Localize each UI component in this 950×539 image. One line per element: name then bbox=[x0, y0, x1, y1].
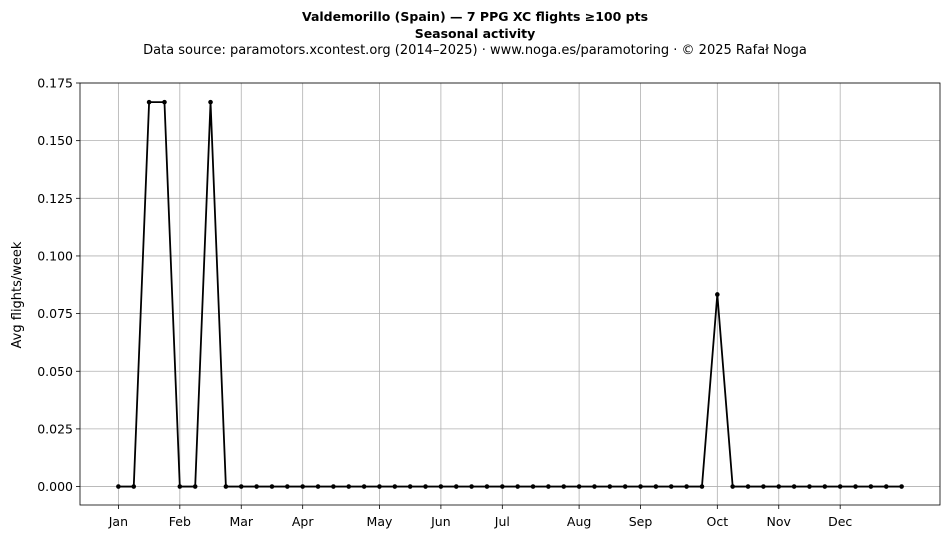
data-point bbox=[868, 484, 874, 489]
data-point bbox=[146, 99, 152, 105]
data-point bbox=[208, 99, 213, 105]
data-point bbox=[223, 484, 229, 489]
data-point bbox=[791, 484, 797, 489]
data-point bbox=[761, 484, 766, 489]
data-point bbox=[715, 292, 720, 297]
data-point bbox=[131, 484, 137, 489]
data-point bbox=[407, 484, 413, 489]
data-point bbox=[377, 484, 382, 489]
axes: 0.000 0.025 0.050 0.075 0.100 0.125 0.150 0.175… bbox=[37, 76, 941, 529]
axes-frame bbox=[79, 82, 941, 506]
data-point bbox=[254, 484, 259, 489]
data-point bbox=[392, 484, 398, 489]
data-point bbox=[638, 484, 643, 489]
chart-title: Valdemorillo (Spain) — 7 PPG XC flights … bbox=[301, 9, 649, 24]
data-point bbox=[853, 484, 858, 489]
data-point bbox=[668, 484, 674, 489]
x-tick-label: Sep bbox=[629, 514, 653, 529]
series-line bbox=[118, 101, 902, 488]
x-tick-label: Jun bbox=[430, 514, 451, 529]
data-point bbox=[500, 484, 505, 489]
data-point bbox=[807, 484, 812, 489]
data-point bbox=[776, 484, 782, 489]
data-point bbox=[607, 484, 613, 489]
data-point bbox=[438, 484, 444, 489]
data-point bbox=[162, 99, 167, 105]
y-tick-label: 0.025 bbox=[37, 421, 73, 436]
data-point bbox=[684, 484, 689, 489]
x-tick-label: Apr bbox=[292, 514, 314, 529]
data-point bbox=[315, 484, 321, 489]
data-point bbox=[653, 484, 659, 489]
data-point bbox=[837, 484, 843, 489]
y-tick-label: 0.075 bbox=[37, 306, 73, 321]
y-tick-label: 0.000 bbox=[37, 479, 73, 494]
x-tick-label: May bbox=[367, 514, 393, 529]
series bbox=[116, 99, 904, 489]
data-point bbox=[561, 484, 567, 489]
data-point bbox=[269, 484, 275, 489]
x-tick-label: Feb bbox=[169, 514, 191, 529]
data-point bbox=[883, 484, 889, 489]
chart-subtitle: Seasonal activity bbox=[414, 26, 536, 41]
data-point bbox=[361, 484, 367, 489]
x-tick-label: Mar bbox=[229, 514, 253, 529]
data-point bbox=[592, 484, 597, 489]
data-point bbox=[530, 484, 536, 489]
data-point bbox=[346, 484, 352, 489]
data-point bbox=[576, 484, 582, 489]
data-point bbox=[177, 484, 183, 489]
data-point bbox=[484, 484, 490, 489]
data-point bbox=[822, 484, 828, 489]
data-point bbox=[899, 484, 904, 489]
data-point bbox=[192, 484, 198, 489]
y-tick-label: 0.100 bbox=[37, 248, 73, 263]
data-point bbox=[515, 484, 520, 489]
x-tick-label: Oct bbox=[707, 514, 729, 529]
data-point bbox=[453, 484, 459, 489]
data-point bbox=[622, 484, 628, 489]
data-point bbox=[116, 484, 121, 489]
y-axis-label: Avg flights/week bbox=[10, 241, 25, 348]
x-tick-label: Jan bbox=[108, 514, 128, 529]
y-tick-label: 0.125 bbox=[37, 191, 73, 206]
y-tick-label: 0.150 bbox=[37, 133, 73, 148]
data-point bbox=[300, 484, 305, 489]
data-point bbox=[699, 484, 705, 489]
data-point bbox=[745, 484, 751, 489]
x-tick-label: Nov bbox=[767, 514, 792, 529]
data-point bbox=[285, 484, 290, 489]
x-tick-label: Dec bbox=[828, 514, 852, 529]
x-tick-label: Aug bbox=[567, 514, 591, 529]
data-point bbox=[730, 484, 735, 489]
data-point bbox=[546, 484, 551, 489]
x-tick-label: Jul bbox=[494, 514, 510, 529]
y-tick-label: 0.175 bbox=[37, 76, 73, 91]
data-point bbox=[469, 484, 474, 489]
data-point bbox=[423, 484, 428, 489]
chart-source: Data source: paramotors.xcontest.org (20… bbox=[143, 43, 807, 58]
y-tick-label: 0.050 bbox=[37, 364, 73, 379]
data-point bbox=[238, 484, 244, 489]
data-point bbox=[331, 484, 336, 489]
